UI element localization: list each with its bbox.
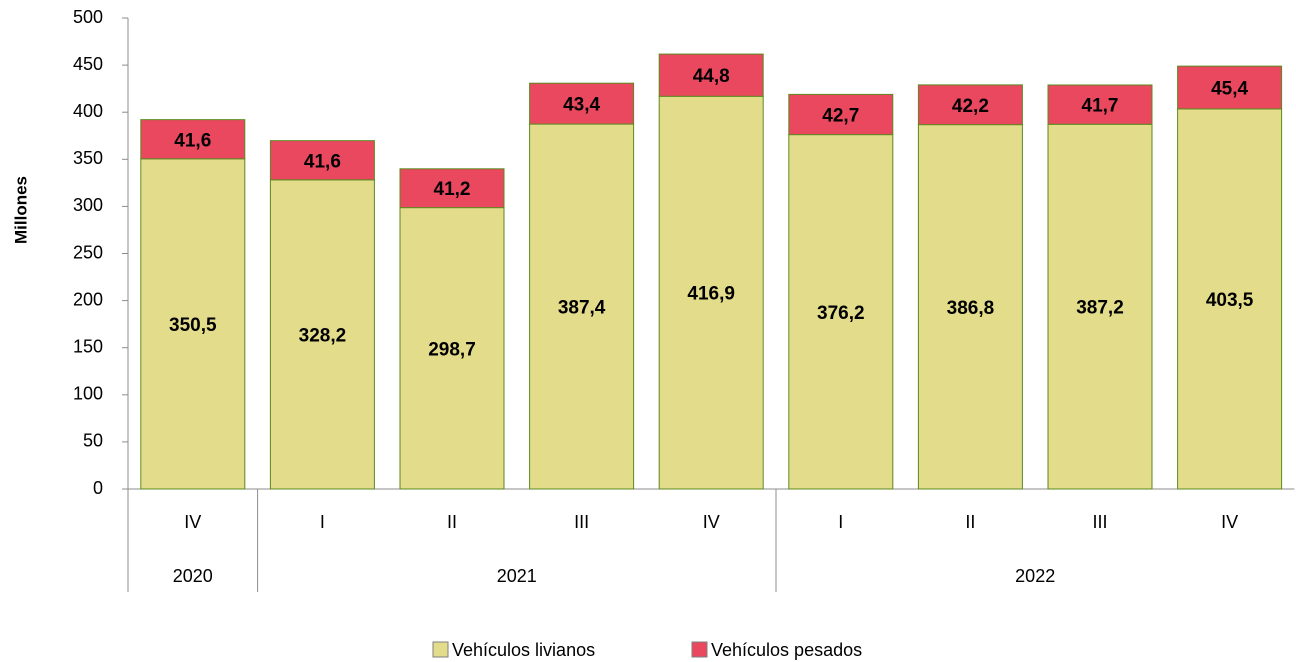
x-tick-label: III: [1092, 512, 1107, 532]
legend-swatch: [432, 641, 449, 658]
bar-segment: [917, 84, 1023, 126]
y-tick-label: 450: [73, 54, 103, 74]
y-tick-label: 500: [73, 7, 103, 27]
y-axis-title: Millones: [11, 176, 30, 244]
bar-segment: [1177, 108, 1283, 490]
bar-segment: [399, 207, 505, 490]
value-label: 416,9: [687, 284, 735, 305]
value-label: 298,7: [428, 339, 476, 360]
value-label: 376,2: [817, 303, 865, 324]
y-tick-label: 300: [73, 195, 103, 215]
bar-segment: [140, 119, 246, 160]
value-label: 41,6: [304, 151, 341, 172]
value-label: 328,2: [299, 325, 347, 346]
value-label: 41,2: [434, 179, 471, 200]
x-tick-label: IV: [184, 512, 201, 532]
x-tick-label: II: [447, 512, 457, 532]
y-tick-label: 50: [83, 431, 103, 451]
group-label: 2020: [173, 566, 213, 586]
bar-segment: [917, 124, 1023, 490]
value-label: 42,2: [952, 96, 989, 117]
bar-segment: [1177, 65, 1283, 110]
x-tick-label: I: [320, 512, 325, 532]
value-label: 403,5: [1206, 290, 1254, 311]
legend-label: Vehículos livianos: [452, 640, 595, 660]
x-tick-label: I: [838, 512, 843, 532]
y-tick-label: 200: [73, 289, 103, 309]
bar-segment: [788, 93, 894, 136]
y-tick-label: 0: [93, 478, 103, 498]
y-tick-label: 150: [73, 336, 103, 356]
bar-segment: [529, 123, 635, 490]
value-label: 386,8: [947, 298, 995, 319]
x-tick-label: IV: [1221, 512, 1238, 532]
bar-segment: [658, 53, 764, 97]
bar-segment: [140, 158, 246, 490]
bar-segment: [399, 168, 505, 209]
x-tick-label: IV: [703, 512, 720, 532]
group-label: 2022: [1015, 566, 1055, 586]
bar-segment: [269, 179, 375, 490]
bar-segment: [269, 140, 375, 181]
x-tick-label: II: [965, 512, 975, 532]
value-label: 387,4: [558, 298, 606, 319]
value-label: 43,4: [563, 95, 600, 116]
value-label: 41,7: [1082, 96, 1119, 117]
value-label: 41,6: [174, 130, 211, 151]
value-label: 42,7: [822, 106, 859, 127]
bar-segment: [658, 95, 764, 490]
value-label: 44,8: [693, 66, 730, 87]
legend-label: Vehículos pesados: [711, 640, 862, 660]
bar-segment: [1047, 84, 1153, 125]
y-tick-label: 350: [73, 148, 103, 168]
value-label: 45,4: [1211, 79, 1248, 100]
legend-swatch: [691, 641, 708, 658]
x-tick-label: III: [574, 512, 589, 532]
value-label: 387,2: [1076, 298, 1124, 319]
y-tick-label: 100: [73, 384, 103, 404]
bar-segment: [1047, 123, 1153, 490]
bar-segment: [529, 82, 635, 125]
y-tick-label: 250: [73, 242, 103, 262]
y-tick-label: 400: [73, 101, 103, 121]
group-label: 2021: [497, 566, 537, 586]
value-label: 350,5: [169, 315, 217, 336]
